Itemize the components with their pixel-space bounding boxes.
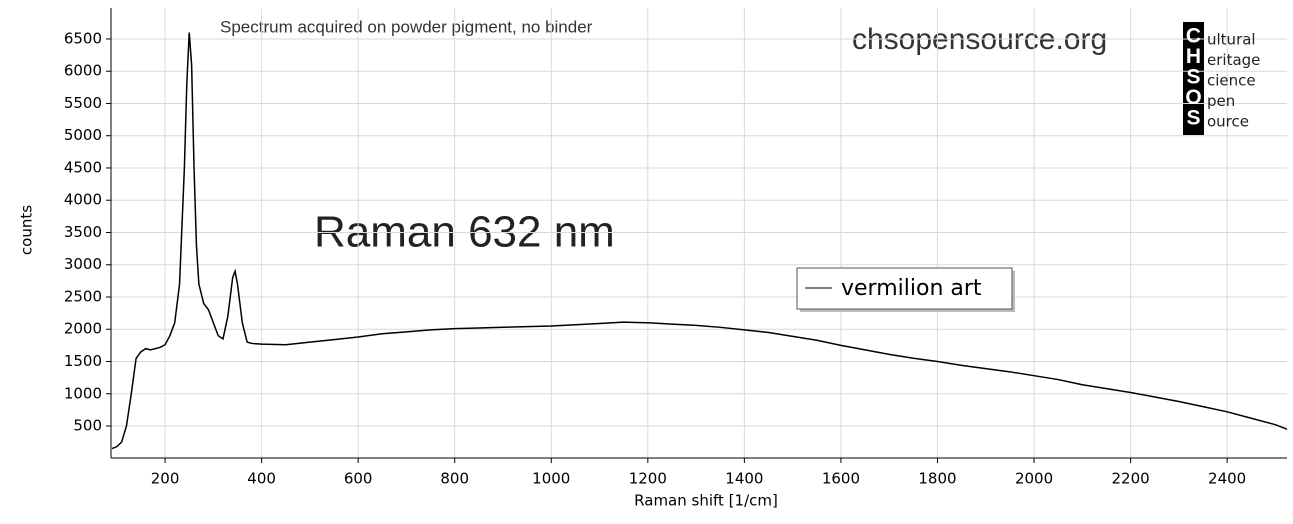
x-tick-label: 600	[344, 470, 373, 488]
x-axis-label: Raman shift [1/cm]	[634, 492, 778, 510]
y-tick-label: 1000	[64, 384, 102, 402]
data-line	[111, 32, 1288, 450]
y-tick-label: 6000	[64, 62, 102, 80]
x-tick-label: 1000	[532, 470, 570, 488]
logo-letter: O	[1185, 86, 1201, 109]
x-tick-label: 400	[247, 470, 276, 488]
y-tick-label: 1500	[64, 352, 102, 370]
legend-box	[796, 267, 1013, 310]
x-tick-label: 200	[151, 470, 180, 488]
logo-letter: S	[1186, 66, 1200, 89]
x-tick-label: 1600	[822, 470, 860, 488]
y-tick-label: 5500	[64, 94, 102, 112]
x-tick-label: 2400	[1208, 470, 1246, 488]
logo-bar	[1183, 22, 1204, 135]
logo-letter: H	[1186, 45, 1201, 68]
logo-word: cience	[1207, 72, 1256, 90]
x-tick-label: 800	[440, 470, 469, 488]
logo-word: ource	[1207, 113, 1249, 131]
x-tick-label: 2000	[1015, 470, 1053, 488]
logo-word: eritage	[1207, 51, 1260, 69]
x-tick-label: 1200	[629, 470, 667, 488]
annotation: Spectrum acquired on powder pigment, no …	[220, 17, 593, 36]
y-tick-label: 500	[73, 417, 102, 435]
x-tick-label: 1400	[725, 470, 763, 488]
y-tick-label: 2000	[64, 320, 102, 338]
x-tick-label: 2200	[1111, 470, 1149, 488]
logo-letter: C	[1186, 25, 1201, 48]
y-axis-label: counts	[18, 205, 36, 255]
y-tick-label: 5000	[64, 126, 102, 144]
y-tick-label: 3500	[64, 223, 102, 241]
legend-label: vermilion art	[841, 276, 982, 301]
y-tick-label: 4500	[64, 158, 102, 176]
logo-letter: S	[1186, 107, 1200, 130]
logo-word: pen	[1207, 92, 1235, 110]
y-tick-label: 2500	[64, 287, 102, 305]
y-tick-label: 6500	[64, 29, 102, 47]
logo-word: ultural	[1207, 31, 1256, 49]
x-tick-label: 1800	[918, 470, 956, 488]
y-tick-label: 3000	[64, 255, 102, 273]
y-tick-label: 4000	[64, 191, 102, 209]
